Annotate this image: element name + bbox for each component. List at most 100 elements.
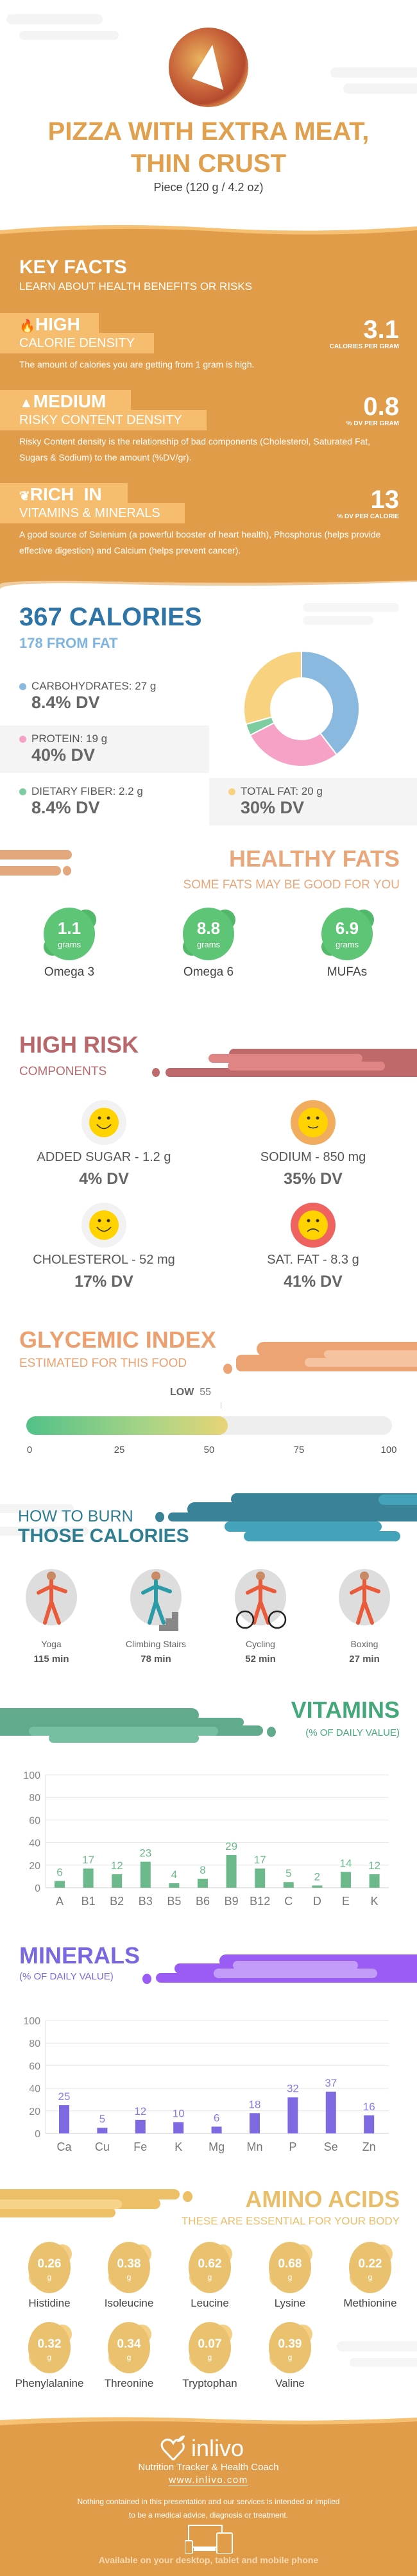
y-tick-label: 0: [35, 1883, 40, 1894]
bar: [135, 2119, 146, 2133]
amino-amount-badge: 0.26 g: [28, 2242, 71, 2293]
donut-slice: [249, 722, 338, 767]
amino-amount: 0.22: [358, 2257, 382, 2271]
disclaimer-line: Nothing contained in this presentation a…: [77, 2497, 340, 2506]
brand-name: inlivo: [191, 2435, 244, 2461]
y-tick-label: 60: [29, 2061, 40, 2072]
glycemic-tick-label: 25: [114, 1445, 125, 1455]
x-tick-label: C: [284, 1895, 293, 1908]
bar-value-label: 8: [200, 1864, 205, 1876]
calories-from-fat: 178 FROM FAT: [19, 635, 118, 651]
fact-value: 13: [370, 486, 400, 514]
decor-dot: [152, 1068, 160, 1077]
amino-unit: g: [126, 2353, 132, 2362]
macro-donut-chart: [243, 650, 360, 767]
macro-label: CARBOHYDRATES: 27 g: [31, 680, 157, 692]
pizza-slice-gap: [192, 42, 237, 90]
amino-unit: g: [207, 2353, 212, 2362]
glycemic-value: 55: [200, 1387, 212, 1398]
decor-bar: [0, 2208, 115, 2217]
macro-label-row: CARBOHYDRATES: 27 g: [19, 680, 156, 693]
cycling-icon: [235, 1569, 287, 1629]
decor-bar: [305, 1358, 417, 1367]
x-tick-label: K: [371, 1895, 379, 1908]
fact-unit: CALORIES PER GRAM: [329, 343, 399, 350]
glycemic-bar-fill: [26, 1416, 228, 1435]
yoga-icon: [26, 1569, 77, 1625]
y-tick-label: 20: [29, 2106, 40, 2117]
amino-amount: 0.62: [198, 2257, 222, 2271]
bar-value-label: 17: [82, 1854, 94, 1866]
amino-unit: g: [287, 2273, 293, 2282]
amino-amount: 0.32: [37, 2337, 62, 2351]
amino-name: Threonine: [104, 2377, 154, 2389]
fat-amount: 8.8: [196, 919, 221, 938]
high-risk-title: HIGH RISK: [19, 1031, 139, 1058]
calories-title: 367 CALORIES: [19, 603, 202, 631]
smiley-face-icon: [81, 1203, 126, 1248]
fact-level: ▲MEDIUM: [19, 391, 106, 414]
burn-title-line1: HOW TO BURN: [18, 1507, 133, 1525]
amino-name: Methionine: [343, 2297, 397, 2309]
x-tick-label: B12: [250, 1895, 270, 1908]
y-tick-label: 40: [29, 1838, 40, 1849]
website-link[interactable]: www.inlivo.com: [169, 2475, 248, 2486]
risk-label: ADDED SUGAR - 1.2 g: [37, 1150, 171, 1164]
risk-label: SAT. FAT - 8.3 g: [267, 1253, 359, 1267]
fat-dot-icon: [228, 788, 235, 795]
amino-amount: 0.34: [117, 2337, 141, 2351]
bar-value-label: 25: [58, 2090, 71, 2103]
decor-cloud: [303, 603, 399, 612]
bar: [226, 1854, 237, 1888]
serving-size: Piece (120 g / 4.2 oz): [153, 181, 264, 194]
glycemic-tick-label: 50: [203, 1445, 215, 1455]
flame-icon: 🔥: [19, 319, 35, 334]
activity-name: Climbing Stairs: [125, 1639, 187, 1649]
wave-top: [0, 225, 417, 241]
amino-unit: g: [126, 2273, 132, 2282]
decor-dot: [223, 1364, 232, 1374]
climbing-stairs-icon: [130, 1569, 182, 1631]
macro-carbs: CARBOHYDRATES: 27 g 8.4% DV: [19, 680, 156, 713]
bar: [312, 1885, 323, 1888]
decor-cloud: [337, 2341, 417, 2351]
fact-label: CALORIE DENSITY: [19, 336, 135, 350]
decor-dot: [183, 2191, 192, 2202]
available-note: Available on your desktop, tablet and mo…: [98, 2555, 319, 2565]
url-wrap: www.inlivo.com: [0, 2475, 417, 2486]
activity-name: Cycling: [246, 1639, 275, 1649]
decor-bar: [225, 1521, 382, 1532]
boxing-icon: [339, 1569, 390, 1625]
amino-name: Histidine: [28, 2297, 71, 2309]
burn-title-line2: THOSE CALORIES: [18, 1525, 189, 1546]
decor-bar: [244, 1531, 400, 1541]
amino-amount: 0.26: [37, 2257, 62, 2271]
amino-amount-badge: 0.62 g: [189, 2242, 231, 2293]
amino-amount-badge: 0.32 g: [28, 2322, 71, 2373]
y-tick-label: 0: [35, 2129, 40, 2140]
glycemic-tick-label: 100: [380, 1445, 397, 1455]
fat-unit: grams: [196, 940, 221, 949]
fact-label: RISKY CONTENT DENSITY: [19, 413, 182, 427]
decor-bar: [231, 1493, 417, 1505]
protein-dot-icon: [19, 735, 26, 743]
fact-label: VITAMINS & MINERALS: [19, 506, 160, 520]
bar-value-label: 32: [287, 2083, 299, 2095]
activity-name: Yoga: [41, 1639, 62, 1649]
activity-minutes: 27 min: [349, 1654, 380, 1665]
level-highlight: [0, 333, 154, 353]
amino-name: Tryptophan: [182, 2377, 237, 2389]
fact-level-text: RICH IN: [30, 484, 102, 504]
bar-value-label: 14: [340, 1857, 352, 1869]
x-tick-label: Zn: [362, 2140, 376, 2153]
tagline: Nutrition Tracker & Health Coach: [138, 2462, 279, 2473]
fact-description: The amount of calories you are getting f…: [19, 359, 255, 369]
title-line-2: THIN CRUST: [130, 149, 287, 178]
pizza-photo: [169, 28, 248, 107]
smiley-face-icon: [291, 1100, 336, 1145]
macro-label: TOTAL FAT: 20 g: [241, 785, 323, 797]
decor-bar: [208, 1054, 362, 1063]
bar: [250, 2113, 260, 2133]
healthy-fats-title: HEALTHY FATS: [228, 845, 400, 872]
bar-value-label: 17: [254, 1854, 266, 1866]
